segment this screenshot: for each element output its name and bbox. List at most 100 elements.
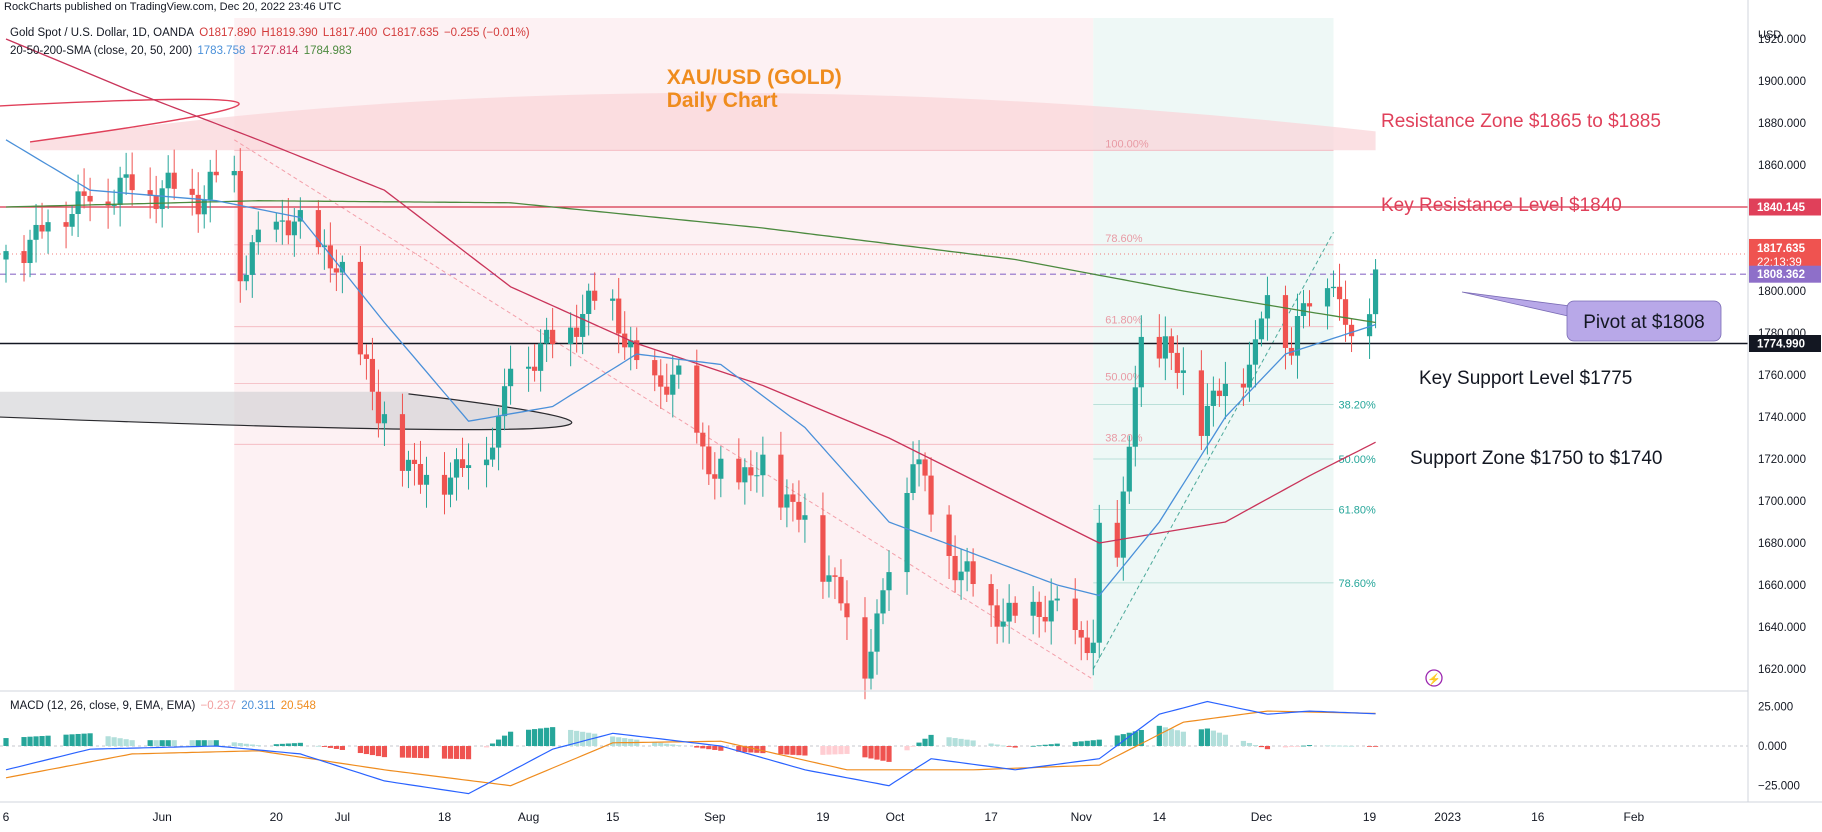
macd-histogram-bar	[39, 736, 45, 746]
macd-histogram-bar	[904, 746, 910, 751]
candle-body	[189, 188, 195, 195]
y-tick-label: 1760.000	[1758, 370, 1806, 382]
macd-histogram-bar	[111, 737, 117, 746]
candle-body	[423, 474, 430, 485]
candle-body	[874, 613, 880, 652]
sma200-line	[5, 200, 1376, 324]
macd-histogram-bar	[1342, 745, 1349, 747]
fib-trendline-up	[1092, 231, 1334, 670]
macd-histogram-bar	[1138, 729, 1144, 746]
symbol-legend[interactable]: Gold Spot / U.S. Dollar, 1D, OANDA O1817…	[10, 27, 532, 39]
price-axis-panel[interactable]	[1748, 0, 1822, 832]
candle-body	[489, 447, 496, 460]
candle-body	[21, 251, 27, 264]
candle-body	[754, 475, 760, 477]
macd-histogram-bar	[844, 746, 850, 754]
macd-histogram-bar	[994, 744, 1000, 746]
macd-histogram-bar	[1042, 744, 1048, 746]
macd-histogram-bar	[832, 746, 838, 755]
candle-body	[1162, 336, 1168, 359]
macd-histogram-bar	[1294, 746, 1301, 747]
candle-body	[1282, 295, 1289, 348]
candle-body	[784, 494, 790, 508]
lightning-event-glyph: ⚡	[1427, 673, 1441, 686]
candle-body	[1072, 598, 1078, 630]
macd-histogram-bar	[1054, 743, 1060, 746]
candle-body	[1132, 387, 1138, 447]
candle-body	[592, 290, 598, 301]
fib-level-label: 50.00%	[1339, 454, 1377, 466]
candle-body	[778, 454, 784, 508]
fib-level-label: 100.00%	[1105, 138, 1149, 150]
macd-line-value: 20.311	[241, 700, 276, 712]
macd-histogram-bar	[880, 746, 886, 761]
lightning-event-icon[interactable]	[1425, 669, 1443, 687]
macd-histogram-bar	[1216, 732, 1222, 746]
macd-histogram-bar	[1000, 745, 1006, 747]
macd-histogram-bar	[988, 743, 994, 746]
key-resistance-label: Key Resistance Level $1840	[1381, 195, 1622, 216]
candle-body	[1372, 269, 1379, 315]
candle-body	[694, 365, 700, 433]
macd-histogram-bar	[495, 739, 502, 746]
macd-legend[interactable]: MACD (12, 26, close, 9, EMA, EMA) −0.237…	[10, 700, 318, 712]
candle-body	[820, 515, 826, 582]
candle-body	[459, 459, 466, 469]
candle-body	[952, 555, 958, 581]
macd-histogram-bar	[285, 743, 291, 746]
sma-legend[interactable]: 20-50-200-SMA (close, 20, 50, 200) 1783.…	[10, 45, 354, 57]
macd-histogram-bar	[910, 746, 916, 747]
ohlc-close: C1817.635	[382, 27, 439, 39]
macd-histogram-bar	[1258, 746, 1265, 748]
fib-level-label: 38.20%	[1339, 399, 1377, 411]
candle-body	[964, 561, 970, 572]
ohlc-open: O1817.890	[199, 27, 257, 39]
macd-histogram-bar	[165, 740, 171, 746]
y-tick-label: 1680.000	[1758, 538, 1806, 550]
symbol-name: Gold Spot / U.S. Dollar, 1D, OANDA	[10, 27, 195, 39]
macd-histogram-bar	[550, 727, 556, 746]
fib-trendline-down	[233, 139, 1094, 680]
resistance-zone-label: Resistance Zone $1865 to $1885	[1381, 111, 1661, 132]
macd-histogram-bar	[21, 737, 27, 746]
macd-histogram-bar	[231, 742, 237, 746]
candle-body	[153, 195, 159, 210]
y-tick-label: 1860.000	[1758, 160, 1806, 172]
macd-histogram-bar	[1048, 744, 1054, 746]
candle-body	[1204, 405, 1210, 436]
x-tick-label: Aug	[518, 810, 539, 824]
candle-body	[447, 477, 454, 495]
candle-body	[1168, 336, 1174, 353]
candle-body	[1330, 286, 1337, 289]
x-tick-label: 19	[1363, 810, 1377, 824]
y-tick-label: 1640.000	[1758, 622, 1806, 634]
macd-histogram-bar	[1324, 745, 1331, 747]
candle-body	[826, 575, 832, 582]
candle-body	[129, 174, 135, 191]
support-zone-label: Support Zone $1750 to $1740	[1410, 448, 1662, 469]
macd-histogram-bar	[736, 746, 742, 752]
candle-body	[676, 365, 682, 375]
macd-histogram-bar	[1222, 734, 1228, 746]
candle-body	[910, 464, 916, 493]
support-zone-arc	[0, 393, 573, 431]
candle-body	[886, 572, 892, 591]
candle-body	[868, 651, 874, 679]
candle-body	[87, 195, 93, 202]
sma20-line	[5, 139, 1376, 597]
macd-histogram-bar	[1282, 746, 1289, 748]
x-tick-label: 15	[606, 810, 620, 824]
macd-histogram-bar	[658, 742, 664, 746]
macd-histogram-bar	[1198, 729, 1204, 746]
candle-body	[1348, 324, 1355, 337]
time-axis-panel[interactable]	[0, 802, 1822, 832]
candle-body	[796, 501, 802, 520]
y-tick-label: 1700.000	[1758, 496, 1806, 508]
macd-histogram-bar	[1072, 741, 1078, 746]
candle-body	[550, 329, 556, 344]
macd-histogram-bar	[568, 729, 574, 746]
x-tick-label: 2023	[1434, 810, 1461, 824]
macd-hist-value: −0.237	[200, 700, 237, 712]
candle-body	[526, 366, 532, 369]
